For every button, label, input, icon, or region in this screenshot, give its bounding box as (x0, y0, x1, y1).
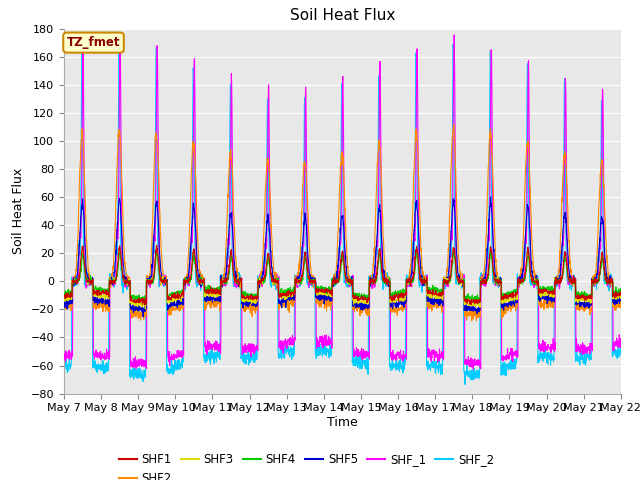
SHF3 (216, 291, 223, 297)
SHF_1 (371, 278, 378, 284)
Line: SHF_1: SHF_1 (64, 35, 621, 369)
SHF_1 (568, 283, 576, 288)
SHF_2 (216, 350, 223, 356)
Title: Soil Heat Flux: Soil Heat Flux (290, 9, 395, 24)
SHF_2 (60, 360, 68, 366)
SHF3 (617, 295, 625, 300)
SHF2 (468, 318, 476, 324)
SHF2 (358, 302, 366, 308)
SHF3 (371, 278, 379, 284)
SHF5 (359, 301, 367, 307)
SHF_2 (584, 354, 591, 360)
SHF_2 (617, 352, 625, 358)
Legend: SHF1, SHF2, SHF3, SHF4, SHF5, SHF_1, SHF_2: SHF1, SHF2, SHF3, SHF4, SHF5, SHF_1, SHF… (115, 448, 499, 480)
SHF2 (371, 250, 378, 255)
SHF_1 (216, 348, 223, 353)
SHF5 (371, 264, 379, 269)
X-axis label: Time: Time (327, 416, 358, 429)
SHF1 (617, 292, 625, 298)
SHF3 (505, 297, 513, 303)
Y-axis label: Soil Heat Flux: Soil Heat Flux (12, 168, 25, 254)
SHF_2 (461, 382, 469, 387)
SHF4 (358, 294, 366, 300)
SHF1 (60, 293, 68, 299)
SHF2 (505, 306, 513, 312)
SHF2 (60, 304, 68, 310)
SHF_2 (115, 37, 123, 43)
SHF_2 (371, 264, 379, 270)
SHF4 (584, 293, 591, 299)
SHF_2 (568, 284, 576, 290)
SHF_1 (451, 32, 458, 38)
SHF_2 (359, 358, 367, 363)
SHF4 (472, 299, 480, 304)
SHF3 (584, 299, 591, 305)
Line: SHF4: SHF4 (64, 251, 621, 301)
SHF1 (359, 296, 367, 302)
SHF3 (568, 279, 576, 285)
SHF3 (141, 306, 149, 312)
SHF_1 (470, 366, 477, 372)
SHF2 (216, 298, 223, 303)
SHF2 (568, 276, 576, 282)
SHF2 (450, 122, 458, 128)
SHF4 (216, 288, 223, 293)
SHF5 (216, 296, 223, 302)
SHF3 (359, 299, 367, 304)
SHF1 (216, 288, 223, 294)
SHF4 (617, 286, 625, 291)
SHF5 (568, 276, 576, 282)
SHF5 (60, 299, 68, 305)
SHF1 (153, 242, 161, 248)
SHF2 (617, 296, 625, 302)
SHF_1 (505, 356, 513, 362)
SHF3 (116, 245, 124, 251)
SHF2 (584, 305, 591, 311)
SHF3 (60, 295, 68, 301)
SHF5 (487, 194, 495, 200)
SHF5 (505, 301, 513, 307)
SHF_2 (505, 367, 513, 372)
SHF4 (505, 288, 513, 294)
SHF_1 (60, 353, 68, 359)
SHF1 (371, 279, 379, 285)
Line: SHF5: SHF5 (64, 197, 621, 317)
SHF4 (371, 277, 378, 283)
SHF_1 (358, 357, 366, 363)
Line: SHF3: SHF3 (64, 248, 621, 309)
SHF_1 (617, 337, 625, 343)
Line: SHF2: SHF2 (64, 125, 621, 321)
SHF4 (487, 248, 495, 254)
SHF5 (140, 314, 147, 320)
SHF4 (60, 289, 68, 295)
Line: SHF_2: SHF_2 (64, 40, 621, 384)
Line: SHF1: SHF1 (64, 245, 621, 305)
SHF1 (141, 302, 148, 308)
Text: TZ_fmet: TZ_fmet (67, 36, 120, 49)
SHF1 (584, 296, 591, 301)
SHF4 (568, 276, 576, 282)
SHF5 (617, 297, 625, 303)
SHF5 (584, 303, 591, 309)
SHF_1 (584, 348, 591, 353)
SHF1 (568, 276, 576, 282)
SHF1 (505, 293, 513, 299)
